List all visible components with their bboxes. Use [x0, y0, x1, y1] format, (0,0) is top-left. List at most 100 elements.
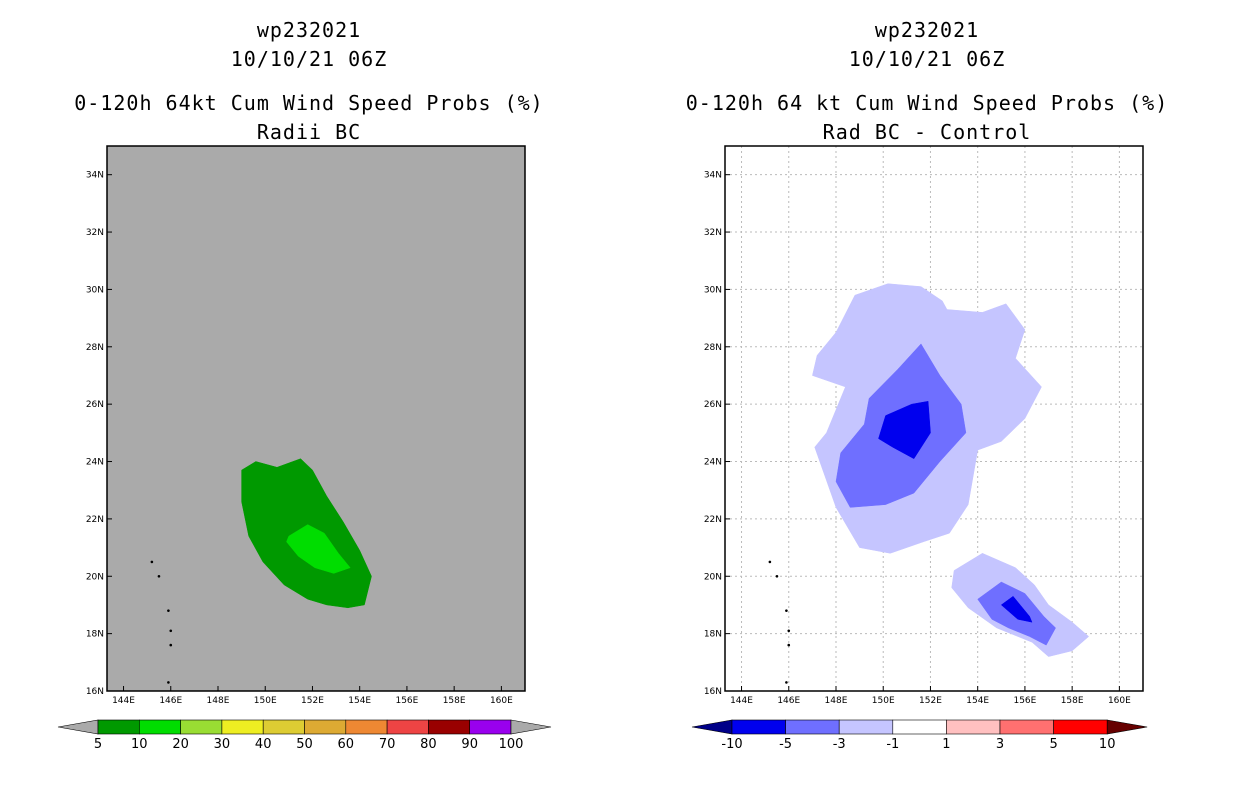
y-tick-label: 34N — [86, 171, 104, 181]
plot-frame — [724, 145, 1144, 692]
island-marker — [169, 629, 173, 633]
colorbar-segment — [139, 719, 181, 735]
plot-frame — [106, 145, 526, 692]
x-tick-label: 152E — [919, 696, 942, 706]
product-title: 0-120h 64kt Cum Wind Speed Probs (%) — [74, 91, 544, 115]
colorbar-segment — [386, 719, 429, 735]
x-tick-label: 156E — [1013, 696, 1036, 706]
x-tick-label: 160E — [1108, 696, 1131, 706]
island-marker — [169, 643, 173, 647]
y-tick-label: 20N — [704, 572, 722, 582]
colorbar-segment — [892, 719, 947, 735]
y-tick-label: 20N — [86, 572, 104, 582]
left-chart-panel: wp232021 10/10/21 06Z 0-120h 64kt Cum Wi… — [57, 18, 552, 752]
storm-id-title: wp232021 — [874, 18, 980, 42]
colorbar-label: 80 — [420, 737, 437, 752]
y-tick-label: 18N — [86, 630, 104, 640]
y-tick-label: 26N — [86, 400, 104, 410]
x-tick-label: 158E — [1061, 696, 1084, 706]
y-tick-label: 24N — [86, 458, 104, 468]
colorbar-segment — [180, 719, 223, 735]
y-tick-label: 32N — [704, 228, 722, 238]
contour-region--10-to--5 — [878, 401, 931, 460]
colorbar-label: 70 — [379, 737, 396, 752]
colorbar-segment — [731, 719, 786, 735]
x-tick-label: 158E — [443, 696, 466, 706]
y-tick-label: 34N — [704, 171, 722, 181]
y-tick-label: 30N — [86, 285, 104, 295]
colorbar-segment — [262, 719, 305, 735]
date-title: 10/10/21 06Z — [848, 47, 1006, 71]
colorbar-segment — [999, 719, 1054, 735]
x-tick-label: 150E — [254, 696, 277, 706]
y-tick-label: 22N — [704, 515, 722, 525]
x-tick-label: 144E — [730, 696, 753, 706]
colorbar-segment — [469, 719, 512, 735]
colorbar-segment — [785, 719, 840, 735]
x-tick-label: 156E — [395, 696, 418, 706]
colorbar-label: -1 — [886, 737, 899, 752]
island-marker — [787, 643, 791, 647]
colorbar-segment — [1053, 719, 1108, 735]
y-tick-label: 30N — [704, 285, 722, 295]
colorbar-segment — [304, 719, 347, 735]
colorbar-label: 90 — [461, 737, 478, 752]
colorbar-label: 5 — [94, 737, 102, 752]
island-marker — [775, 574, 779, 578]
colorbar-high-triangle — [1106, 719, 1148, 735]
colorbar-segment — [946, 719, 1001, 735]
island-marker — [768, 560, 772, 564]
colorbar-low-triangle — [691, 719, 733, 735]
date-title: 10/10/21 06Z — [230, 47, 388, 71]
colorbar-label: 10 — [131, 737, 148, 752]
colorbar-label: 1 — [942, 737, 950, 752]
x-tick-label: 146E — [777, 696, 800, 706]
x-tick-label: 150E — [872, 696, 895, 706]
product-title: 0-120h 64 kt Cum Wind Speed Probs (%) — [685, 91, 1169, 115]
x-tick-label: 160E — [490, 696, 513, 706]
island-marker — [167, 609, 170, 612]
plot-background — [107, 146, 525, 691]
y-tick-label: 16N — [86, 687, 104, 697]
colorbar-low-triangle — [57, 719, 99, 735]
colorbar-segment — [221, 719, 264, 735]
difference-map: 144E 146E 148E 150E 152E 154E 156E 158E 160E 16N 1… — [691, 145, 1148, 752]
contour-region-10-20 — [286, 524, 351, 574]
island-marker — [787, 629, 791, 633]
island-marker — [150, 560, 154, 564]
island-marker — [785, 681, 788, 684]
y-tick-label: 22N — [86, 515, 104, 525]
storm-id-title: wp232021 — [256, 18, 362, 42]
colorbar-label: 60 — [338, 737, 355, 752]
x-tick-label: 146E — [159, 696, 182, 706]
contour-region--10-to--5 — [1000, 595, 1033, 623]
colorbar-label: 10 — [1099, 737, 1116, 752]
colorbar-label: 3 — [996, 737, 1004, 752]
x-tick-label: 148E — [207, 696, 230, 706]
subtitle: Rad BC - Control — [822, 120, 1032, 144]
colorbar-label: 100 — [499, 737, 524, 752]
right-chart-panel: wp232021 10/10/21 06Z 0-120h 64 kt Cum W… — [618, 0, 1236, 800]
y-tick-label: 18N — [704, 630, 722, 640]
x-tick-label: 154E — [348, 696, 371, 706]
x-tick-label: 152E — [301, 696, 324, 706]
island-marker — [785, 609, 788, 612]
y-tick-label: 24N — [704, 458, 722, 468]
colorbar-label: -3 — [833, 737, 846, 752]
colorbar-label: -10 — [721, 737, 742, 752]
colorbar-label: -5 — [779, 737, 792, 752]
colorbar-label: 5 — [1049, 737, 1057, 752]
island-marker — [157, 574, 161, 578]
y-tick-label: 32N — [86, 228, 104, 238]
x-tick-label: 148E — [825, 696, 848, 706]
colorbar-label: 30 — [214, 737, 231, 752]
colorbar-segment — [345, 719, 388, 735]
colorbar-segment — [838, 719, 894, 735]
y-tick-label: 28N — [86, 343, 104, 353]
y-tick-label: 28N — [704, 343, 722, 353]
colorbar-segment — [97, 719, 140, 735]
subtitle: Radii BC — [256, 120, 362, 144]
x-tick-label: 154E — [966, 696, 989, 706]
island-marker — [167, 681, 170, 684]
y-tick-label: 16N — [704, 687, 722, 697]
